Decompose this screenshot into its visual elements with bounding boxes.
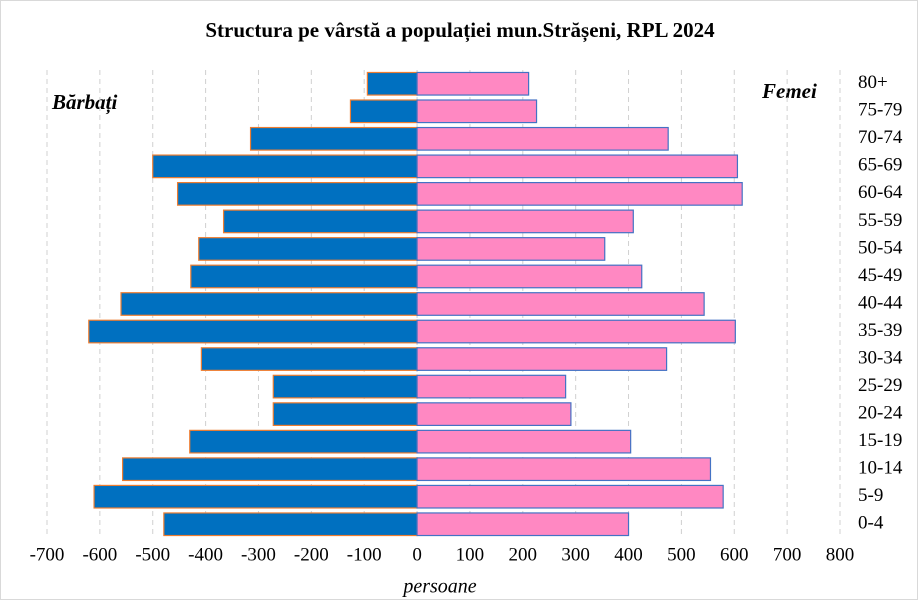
x-tick-label: 700 [773,544,802,565]
bar [416,374,567,399]
x-tick-label: 500 [667,544,696,565]
y-tick-label: 25-29 [858,375,902,396]
y-tick-label: 70-74 [858,127,903,148]
x-tick-label: -200 [294,544,329,565]
y-tick-label: 65-69 [858,155,902,176]
bar [176,181,418,206]
y-tick-label: 55-59 [858,210,902,231]
bar [88,319,418,344]
x-tick-label: 200 [509,544,538,565]
bar [416,264,643,289]
y-tick-label: 35-39 [858,320,902,341]
bar [416,429,632,454]
x-tick-label: 100 [456,544,485,565]
x-tick-label: -400 [188,544,223,565]
bar [416,99,538,124]
bar [163,512,418,537]
bar [249,126,418,151]
y-tick-label: 80+ [858,72,888,93]
bar [416,292,705,316]
y-tick-label: 0-4 [858,513,884,534]
y-tick-label: 20-24 [858,402,903,423]
bar [272,402,418,427]
bar [93,484,418,509]
y-tick-label: 5-9 [858,485,883,506]
x-tick-label: 400 [614,544,643,565]
bar [121,457,418,482]
y-tick-label: 75-79 [858,100,902,121]
bar [349,99,418,124]
y-tick-label: 45-49 [858,265,902,286]
x-tick-label: 300 [561,544,590,565]
y-tick-label: 50-54 [858,237,903,258]
y-tick-label: 10-14 [858,458,903,479]
bar [416,181,743,206]
bar [416,237,606,261]
x-tick-label: -100 [347,544,382,565]
bar [416,126,669,151]
bar [120,292,418,316]
bar [416,154,739,179]
legend-left: Bărbați [51,90,118,115]
x-axis-label: persoane [401,576,476,598]
bar [416,402,572,427]
bar [272,374,418,399]
x-tick-label: 0 [412,544,422,565]
x-tick-label: 600 [720,544,749,565]
bar [200,347,418,371]
bar [416,484,724,509]
bar [189,429,418,454]
x-tick-label: -300 [241,544,276,565]
y-tick-label: 15-19 [858,430,902,451]
x-tick-label: -500 [135,544,170,565]
y-tick-label: 30-34 [858,347,903,368]
bar [416,319,736,344]
bar [416,457,712,482]
bar [152,154,418,179]
bar [416,209,634,234]
bar [416,347,668,371]
x-tick-label: -600 [82,544,117,565]
y-tick-label: 40-44 [858,292,903,313]
y-tick-label: 60-64 [858,182,903,203]
bar [416,512,630,537]
x-tick-label: -700 [30,544,65,565]
bar [416,71,530,96]
x-tick-label: 800 [826,544,855,565]
chart-title: Structura pe vârstă a populației mun.Str… [205,18,715,43]
bar [190,264,418,289]
bar [222,209,418,234]
bar [198,237,418,261]
bar [366,71,418,96]
legend-right: Femei [761,79,817,103]
